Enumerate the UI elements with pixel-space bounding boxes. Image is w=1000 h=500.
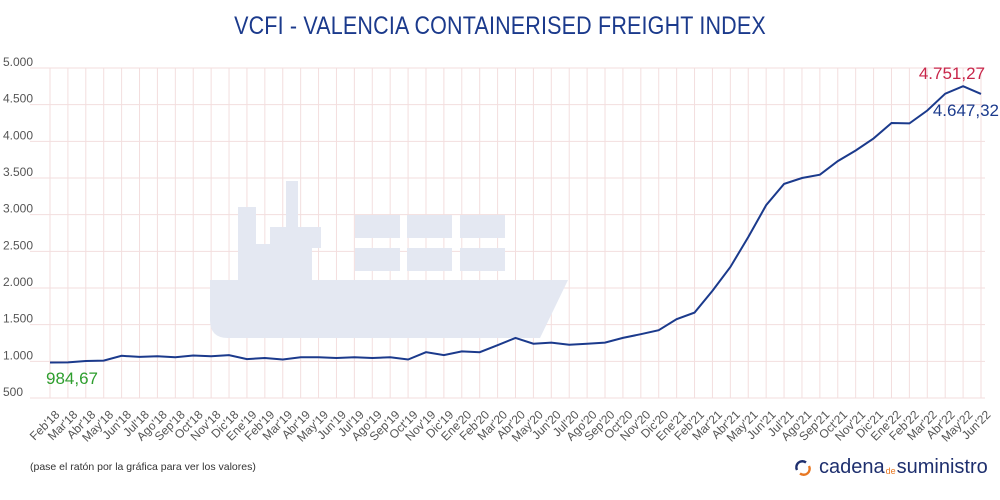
data-point[interactable] <box>189 351 197 359</box>
ship-watermark-icon <box>210 181 568 338</box>
data-point[interactable] <box>744 233 752 241</box>
data-point[interactable] <box>977 90 985 98</box>
hover-hint: (pase el ratón por la gráfica para ver l… <box>30 461 256 473</box>
data-point[interactable] <box>834 157 842 165</box>
data-point[interactable] <box>547 339 555 347</box>
y-tick-label: 4.500 <box>3 92 33 106</box>
data-point[interactable] <box>332 354 340 362</box>
data-point[interactable] <box>494 341 502 349</box>
data-point[interactable] <box>565 341 573 349</box>
data-point[interactable] <box>870 134 878 142</box>
y-tick-label: 2.500 <box>3 238 33 252</box>
data-point[interactable] <box>476 348 484 356</box>
data-point[interactable] <box>225 351 233 359</box>
grid <box>30 67 985 399</box>
y-tick-label: 500 <box>3 385 23 399</box>
data-point[interactable] <box>852 147 860 155</box>
y-tick-label: 4.000 <box>3 128 33 142</box>
data-point[interactable] <box>959 82 967 90</box>
chart-title: VCFI - VALENCIA CONTAINERISED FREIGHT IN… <box>234 12 766 40</box>
data-point[interactable] <box>887 119 895 127</box>
data-point[interactable] <box>762 201 770 209</box>
first-value-label: 984,67 <box>46 369 98 388</box>
data-point[interactable] <box>798 174 806 182</box>
logo-text-2: de <box>885 465 896 476</box>
data-point[interactable] <box>279 356 287 364</box>
data-point[interactable] <box>350 353 358 361</box>
data-point[interactable] <box>82 357 90 365</box>
data-point[interactable] <box>691 309 699 317</box>
y-tick-label: 5.000 <box>3 55 33 69</box>
logo: cadena de suministro <box>793 456 988 479</box>
logo-text-1: cadena <box>819 456 885 478</box>
data-point[interactable] <box>583 340 591 348</box>
y-tick-label: 1.000 <box>3 348 33 362</box>
data-point[interactable] <box>368 354 376 362</box>
data-point[interactable] <box>422 348 430 356</box>
data-point[interactable] <box>816 171 824 179</box>
logo-text-3: suministro <box>896 456 988 478</box>
data-point[interactable] <box>512 334 520 342</box>
data-point[interactable] <box>601 339 609 347</box>
data-point[interactable] <box>100 357 108 365</box>
data-point[interactable] <box>46 358 54 366</box>
data-point[interactable] <box>64 358 72 366</box>
data-point[interactable] <box>153 352 161 360</box>
data-point[interactable] <box>673 315 681 323</box>
data-point[interactable] <box>780 180 788 188</box>
y-tick-label: 3.000 <box>3 202 33 216</box>
y-tick-label: 1.500 <box>3 312 33 326</box>
data-point[interactable] <box>207 352 215 360</box>
data-point[interactable] <box>941 90 949 98</box>
max-value-label: 4.751,27 <box>919 64 985 83</box>
y-tick-label: 2.000 <box>3 275 33 289</box>
data-point[interactable] <box>386 353 394 361</box>
data-point[interactable] <box>243 355 251 363</box>
data-point[interactable] <box>404 356 412 364</box>
data-point[interactable] <box>619 334 627 342</box>
data-point[interactable] <box>708 287 716 295</box>
data-point[interactable] <box>458 347 466 355</box>
y-tick-label: 3.500 <box>3 165 33 179</box>
data-point[interactable] <box>905 119 913 127</box>
data-point[interactable] <box>297 353 305 361</box>
data-point[interactable] <box>440 351 448 359</box>
data-point[interactable] <box>923 107 931 115</box>
last-value-label: 4.647,32 <box>933 101 999 120</box>
data-point[interactable] <box>655 326 663 334</box>
data-point[interactable] <box>136 353 144 361</box>
series-line[interactable] <box>49 85 982 364</box>
data-point[interactable] <box>261 354 269 362</box>
cycle-arrows-icon <box>795 459 811 476</box>
data-point[interactable] <box>726 263 734 271</box>
data-point[interactable] <box>118 352 126 360</box>
data-point[interactable] <box>529 340 537 348</box>
data-point[interactable] <box>171 353 179 361</box>
data-point[interactable] <box>637 330 645 338</box>
data-point[interactable] <box>315 353 323 361</box>
